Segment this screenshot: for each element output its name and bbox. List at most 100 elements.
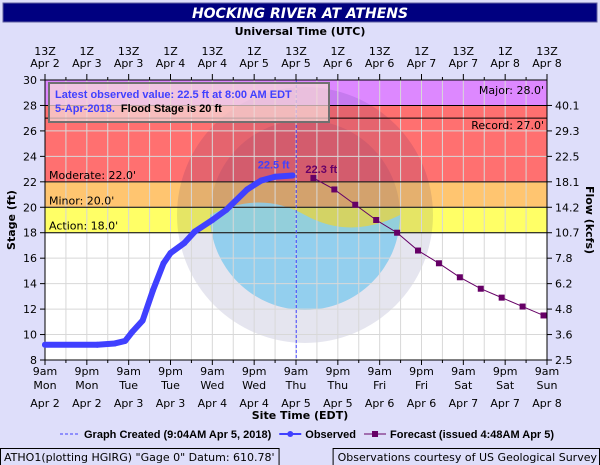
bottom-tick-time: 9pm <box>158 365 183 378</box>
series: 22.5 ft 22.3 ft <box>42 159 547 348</box>
top-tick-label: 13Z <box>453 45 475 58</box>
top-tick-date: Apr 8 <box>490 57 520 70</box>
y-tick-label: 22 <box>23 176 37 189</box>
latest-observed-text: Latest observed value: 22.5 ft at 8:00 A… <box>55 89 292 101</box>
y-axis-title: Stage (ft) <box>5 190 18 250</box>
bottom-tick-date: Apr 5 <box>323 397 353 410</box>
top-tick-date: Apr 5 <box>281 57 311 70</box>
legend-graph-created: Graph Created (9:04AM Apr 5, 2018) <box>84 429 272 441</box>
y-tick-label: 12 <box>23 303 37 316</box>
top-tick-label: 1Z <box>80 45 95 58</box>
observed-point <box>42 341 48 348</box>
bottom-tick-time: 9am <box>284 365 308 378</box>
bottom-tick-time: 9am <box>116 365 140 378</box>
top-axis-title: Universal Time (UTC) <box>235 25 366 38</box>
bottom-tick-date: Apr 7 <box>490 397 520 410</box>
y2-tick-label: 18.1 <box>555 176 580 189</box>
observed-point <box>111 340 118 347</box>
bottom-tick-time: 9am <box>33 365 57 378</box>
bottom-tick-time: 9am <box>451 365 475 378</box>
forecast-point <box>519 303 526 310</box>
top-tick-label: 1Z <box>163 45 178 58</box>
bottom-tick-date: Apr 2 <box>30 397 60 410</box>
bottom-tick-time: 9pm <box>74 365 99 378</box>
bottom-tick-date: Apr 3 <box>114 397 144 410</box>
bottom-tick-time: 9pm <box>242 365 267 378</box>
top-tick-date: Apr 6 <box>323 57 353 70</box>
top-tick-date: Apr 7 <box>449 57 479 70</box>
observed-point <box>94 341 101 348</box>
flood-category-label: Major: 28.0' <box>479 84 544 97</box>
y2-tick-label: 29.3 <box>555 125 580 138</box>
top-tick-label: 1Z <box>414 45 429 58</box>
forecast-start-label: 22.3 ft <box>305 164 337 176</box>
bottom-tick-day: Fri <box>373 379 386 392</box>
bottom-tick-date: Apr 7 <box>449 397 479 410</box>
flood-category-label: Moderate: 22.0' <box>49 169 136 182</box>
observed-point <box>181 239 188 246</box>
forecast-point <box>498 294 505 301</box>
bottom-tick-day: Wed <box>200 379 224 392</box>
top-tick-date: Apr 4 <box>198 57 228 70</box>
bottom-tick-date: Apr 2 <box>72 397 102 410</box>
bottom-tick-day: Sun <box>537 379 558 392</box>
forecast-point <box>394 229 401 236</box>
forecast-point <box>310 175 317 181</box>
bottom-tick-day: Thu <box>285 379 307 392</box>
forecast-point <box>477 285 484 292</box>
bottom-tick-time: 9am <box>367 365 391 378</box>
latest-observed-date: 5-Apr-2018. <box>55 103 115 115</box>
observed-point <box>258 177 265 184</box>
legend-observed: Observed <box>305 429 356 441</box>
y-tick-label: 10 <box>23 329 37 342</box>
legend-forecast-marker <box>372 431 379 437</box>
bottom-tick-date: Apr 4 <box>198 397 228 410</box>
forecast-point <box>456 274 463 281</box>
observed-point <box>191 228 198 235</box>
bottom-tick-day: Thu <box>326 379 348 392</box>
y2-tick-label: 4.8 <box>555 303 573 316</box>
x-axis-title: Site Time (EDT) <box>252 409 348 422</box>
top-tick-date: Apr 2 <box>30 57 60 70</box>
forecast-point <box>540 312 547 319</box>
bottom-tick-day: Tue <box>160 379 180 392</box>
top-tick-label: 13Z <box>202 45 224 58</box>
bottom-tick-day: Wed <box>242 379 266 392</box>
top-tick-label: 1Z <box>247 45 262 58</box>
legend-forecast: Forecast (issued 4:48AM Apr 5) <box>390 429 554 441</box>
observed-point <box>244 186 251 193</box>
forecast-point <box>352 201 359 208</box>
bottom-tick-day: Mon <box>33 379 56 392</box>
observed-point <box>150 287 157 293</box>
observed-point <box>289 172 296 179</box>
y2-tick-label: 14.2 <box>555 201 580 214</box>
record-label: Record: 27.0' <box>471 119 544 132</box>
grid: Action: 18.0' Minor: 20.0' Moderate: 22.0'… <box>45 80 547 360</box>
forecast-point <box>331 186 338 193</box>
bottom-tick-date: Apr 5 <box>281 397 311 410</box>
bottom-tick-date: Apr 3 <box>156 397 186 410</box>
bottom-tick-day: Mon <box>75 379 98 392</box>
top-tick-label: 13Z <box>369 45 391 58</box>
y-tick-label: 26 <box>23 125 37 138</box>
observed-point <box>160 260 167 267</box>
bottom-tick-time: 9pm <box>493 365 518 378</box>
observed-point <box>272 173 279 180</box>
bottom-tick-day: Tue <box>118 379 138 392</box>
top-tick-date: Apr 7 <box>407 57 437 70</box>
top-tick-date: Apr 5 <box>239 57 269 70</box>
bottom-tick-date: Apr 6 <box>407 397 437 410</box>
y-tick-label: 8 <box>30 354 37 367</box>
y2-tick-label: 40.1 <box>555 99 580 112</box>
top-tick-label: 1Z <box>498 45 513 58</box>
bottom-tick-day: Sat <box>454 379 473 392</box>
top-tick-date: Apr 3 <box>72 57 102 70</box>
y-tick-label: 24 <box>23 150 37 163</box>
bottom-tick-day: Sat <box>496 379 515 392</box>
top-tick-label: 13Z <box>536 45 558 58</box>
y2-tick-label: 2.5 <box>555 354 573 367</box>
y2-tick-label: 7.8 <box>555 252 573 265</box>
observed-point <box>209 217 216 223</box>
y-tick-label: 18 <box>23 227 37 240</box>
